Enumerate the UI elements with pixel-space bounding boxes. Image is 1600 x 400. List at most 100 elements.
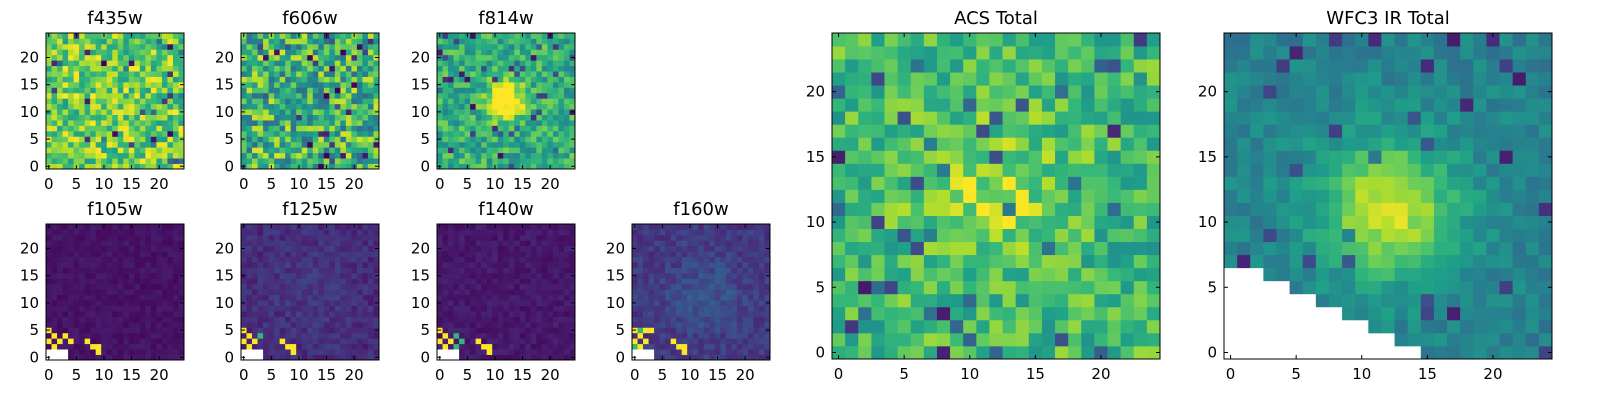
heatmap-cell bbox=[252, 229, 258, 236]
heatmap-cell bbox=[475, 224, 482, 230]
heatmap-cell bbox=[530, 283, 537, 290]
heatmap-cell bbox=[246, 136, 253, 143]
heatmap-cell bbox=[1002, 267, 1017, 282]
heatmap-cell bbox=[128, 300, 135, 306]
heatmap-cell bbox=[117, 305, 124, 312]
heatmap-cell bbox=[329, 76, 336, 83]
heatmap-cell bbox=[514, 81, 521, 88]
heatmap-cell bbox=[470, 125, 477, 132]
heatmap-cell bbox=[51, 332, 58, 339]
heatmap-cell bbox=[681, 245, 688, 252]
heatmap-cell bbox=[497, 349, 504, 355]
heatmap-cell bbox=[106, 120, 113, 126]
heatmap-cell bbox=[106, 147, 113, 154]
heatmap-cell bbox=[519, 300, 526, 306]
heatmap-cell bbox=[150, 262, 157, 268]
heatmap-cell bbox=[106, 224, 113, 230]
heatmap-cell bbox=[367, 125, 374, 132]
heatmap-cell bbox=[334, 338, 341, 345]
heatmap-cell bbox=[373, 49, 380, 56]
heatmap-cell bbox=[552, 343, 559, 350]
heatmap-cell bbox=[356, 65, 363, 72]
heatmap-cell bbox=[356, 294, 363, 301]
heatmap-cell bbox=[57, 76, 63, 83]
heatmap-cell bbox=[670, 354, 677, 361]
heatmap-cell bbox=[329, 294, 336, 301]
heatmap-cell bbox=[318, 251, 325, 258]
heatmap-cell bbox=[301, 76, 308, 83]
heatmap-cell bbox=[296, 262, 303, 268]
heatmap-cell bbox=[340, 321, 347, 328]
heatmap-cell bbox=[503, 278, 510, 285]
heatmap-cell bbox=[84, 71, 91, 77]
heatmap-cell bbox=[257, 38, 264, 45]
heatmap-cell bbox=[73, 152, 80, 159]
heatmap-cell bbox=[753, 234, 760, 241]
heatmap-cell bbox=[268, 54, 275, 61]
x-tick-label: 10 bbox=[680, 366, 699, 384]
heatmap-cell bbox=[637, 240, 644, 247]
heatmap-cell bbox=[150, 158, 157, 164]
heatmap-cell bbox=[637, 332, 644, 339]
heatmap-cell bbox=[569, 103, 576, 110]
heatmap-cell bbox=[263, 147, 269, 154]
heatmap-cell bbox=[68, 316, 74, 323]
heatmap-cell bbox=[285, 125, 292, 132]
heatmap-cell bbox=[459, 338, 465, 345]
heatmap-cell bbox=[742, 262, 749, 268]
heatmap-cell bbox=[334, 224, 341, 230]
heatmap-cell bbox=[307, 349, 314, 355]
heatmap-cell bbox=[547, 109, 554, 115]
heatmap-cell bbox=[367, 114, 374, 121]
heatmap-cell bbox=[90, 147, 97, 154]
heatmap-cell bbox=[1002, 345, 1017, 360]
heatmap-cell bbox=[963, 202, 977, 216]
heatmap-cell bbox=[563, 251, 570, 258]
heatmap-cell bbox=[525, 120, 532, 126]
heatmap-cell bbox=[246, 262, 253, 268]
heatmap-cell bbox=[90, 87, 97, 94]
heatmap-cell bbox=[134, 109, 141, 115]
heatmap-cell bbox=[257, 251, 264, 258]
heatmap-cell bbox=[497, 332, 504, 339]
heatmap-cell bbox=[552, 76, 559, 83]
heatmap-cell bbox=[362, 136, 369, 143]
heatmap-cell bbox=[514, 125, 521, 132]
heatmap-cell bbox=[747, 283, 754, 290]
heatmap-cell bbox=[150, 240, 157, 247]
heatmap-cell bbox=[758, 294, 765, 301]
heatmap-cell bbox=[1068, 319, 1082, 334]
heatmap-cell bbox=[356, 87, 363, 94]
heatmap-cell bbox=[497, 136, 504, 143]
heatmap-cell bbox=[541, 245, 548, 252]
heatmap-cell bbox=[547, 283, 554, 290]
heatmap-cell bbox=[172, 136, 179, 143]
heatmap-cell bbox=[503, 305, 510, 312]
heatmap-cell bbox=[161, 120, 168, 126]
heatmap-cell bbox=[1041, 267, 1056, 282]
heatmap-cell bbox=[731, 300, 738, 306]
heatmap-cell bbox=[128, 125, 135, 132]
heatmap-cell bbox=[362, 229, 369, 236]
y-tick-label: 10 bbox=[606, 294, 625, 312]
heatmap-cell bbox=[95, 158, 102, 164]
heatmap-cell bbox=[274, 43, 281, 50]
heatmap-cell bbox=[530, 114, 537, 121]
heatmap-cell bbox=[246, 332, 253, 339]
heatmap-cell bbox=[172, 278, 179, 285]
heatmap-cell bbox=[268, 81, 275, 88]
heatmap-cell bbox=[1107, 293, 1122, 308]
heatmap-cell bbox=[541, 234, 548, 241]
heatmap-cell bbox=[79, 49, 86, 56]
heatmap-cell bbox=[714, 272, 721, 279]
heatmap-cell bbox=[1120, 189, 1135, 203]
heatmap-cell bbox=[448, 272, 454, 279]
heatmap-cell bbox=[268, 152, 275, 159]
heatmap-cell bbox=[296, 87, 303, 94]
heatmap-cell bbox=[84, 245, 91, 252]
heatmap-cell bbox=[167, 321, 174, 328]
heatmap-cell bbox=[161, 158, 168, 164]
heatmap-cell bbox=[285, 343, 292, 350]
heatmap-cell bbox=[307, 98, 314, 105]
heatmap-cell bbox=[437, 294, 443, 301]
